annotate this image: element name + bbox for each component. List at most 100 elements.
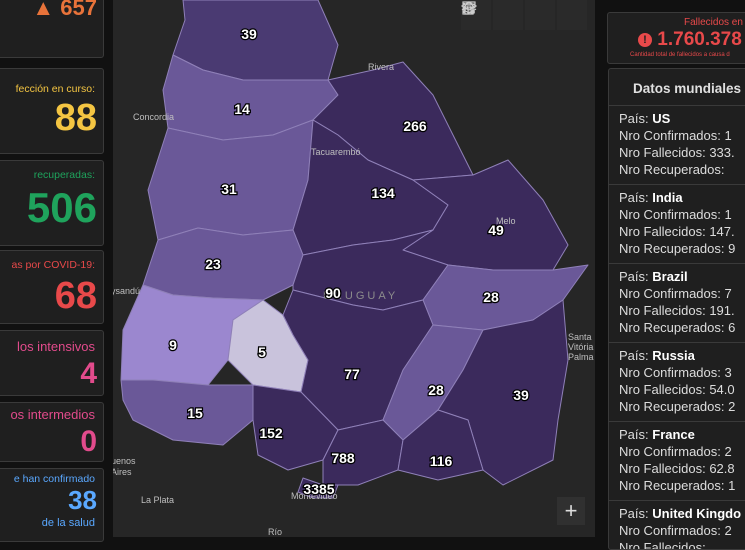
dept-colonia[interactable]	[120, 379, 254, 446]
confirmed-row: Nro Confirmados: 1	[609, 206, 745, 223]
intensive-card: los intensivos 4	[0, 330, 104, 396]
label-aires: Aires	[113, 467, 132, 477]
deaths-row-label: Nro Fallecidos:	[619, 303, 710, 318]
label-la-plata: La Plata	[141, 495, 174, 505]
count-durazno: 90	[325, 285, 341, 301]
recovered-label: recuperadas:	[33, 169, 95, 181]
deaths-row-value: 54.0	[709, 382, 735, 397]
qr-icon[interactable]	[462, 0, 587, 30]
label-vitoria: Vitória do	[568, 342, 595, 352]
layers-icon[interactable]	[461, 0, 555, 30]
count-tacuarembo: 134	[371, 185, 395, 201]
dept-montevideo[interactable]	[297, 477, 339, 499]
country-item[interactable]: País: Russia Nro Confirmados: 3 Nro Fallec…	[609, 342, 745, 415]
deaths-row: Nro Fallecidos: 54.0	[609, 381, 745, 398]
confirmed-count: ▲ 657	[32, 0, 97, 20]
zoom-in-button[interactable]: +	[557, 497, 585, 525]
country-name-row-label: País:	[619, 190, 653, 205]
recovered-row-value: 2	[728, 399, 736, 414]
country-name-row: País: India	[609, 185, 745, 206]
country-item[interactable]: País: Brazil Nro Confirmados: 7 Nro Fallec…	[609, 263, 745, 336]
label-tacuarembo: Tacuarembó	[311, 147, 361, 157]
recovered-row-value: 6	[728, 320, 736, 335]
deaths-row: Nro Fallecidos: 147.	[609, 223, 745, 240]
intensive-label: los intensivos	[16, 339, 95, 354]
count-paysandu: 31	[221, 181, 237, 197]
confirmed-row: Nro Confirmados: 2	[609, 522, 745, 539]
deaths-row-value: 333.	[709, 145, 735, 160]
label-rio: Río	[268, 527, 282, 537]
confirmed-row-value: 7	[724, 286, 732, 301]
deaths-row: Nro Fallecidos: 333.	[609, 144, 745, 161]
deaths-row: Nro Fallecidos: 191.	[609, 302, 745, 319]
country-name-row-label: País:	[619, 427, 653, 442]
deaths-row-value: 62.8	[709, 461, 735, 476]
country-item[interactable]: País: France Nro Confirmados: 2 Nro Fallec…	[609, 421, 745, 494]
health-label-2: de la salud	[41, 517, 95, 529]
dept-san-jose[interactable]	[252, 384, 339, 471]
count-cerro-largo: 49	[488, 222, 504, 238]
country-name-row: País: US	[609, 106, 745, 127]
country-name-row: País: Russia	[609, 343, 745, 364]
recovered-row-label: Nro Recuperados:	[619, 320, 729, 335]
map-toolbar	[461, 0, 587, 30]
dept-rio-negro[interactable]	[142, 227, 304, 301]
country-name-row-label: País:	[619, 111, 653, 126]
label-montevideo: Montevideo	[291, 491, 338, 501]
recovered-row-label: Nro Recuperados:	[619, 478, 729, 493]
confirmed-row-value: 3	[724, 365, 732, 380]
global-deaths-caption: Cantidad total de fallecidos a causa d	[630, 52, 730, 58]
deaths-row-label: Nro Fallecidos:	[619, 540, 706, 550]
deaths-row-value: 191.	[709, 303, 735, 318]
country-name-row-value: Brazil	[652, 269, 688, 284]
country-item[interactable]: País: US Nro Confirmados: 1 Nro Fallecidos…	[609, 105, 745, 178]
world-data-panel[interactable]: Datos mundiales País: US Nro Confirmados:…	[608, 68, 745, 550]
country-item[interactable]: País: United Kingdo Nro Confirmados: 2 Nro…	[609, 500, 745, 550]
uruguay-map[interactable]: Rivera Concordia Tacuarembó Melo ysandú …	[113, 0, 595, 537]
count-rocha: 39	[513, 387, 529, 403]
country-name-row: País: France	[609, 422, 745, 443]
label-buenos-aires: uenos Aires	[113, 456, 138, 477]
list-icon[interactable]	[463, 0, 523, 30]
deaths-row-label: Nro Fallecidos:	[619, 461, 710, 476]
label-concordia: Concordia	[133, 112, 174, 122]
recovered-value: 506	[26, 184, 97, 231]
map-view[interactable]: Rivera Concordia Tacuarembó Melo ysandú …	[113, 0, 595, 537]
confirmed-row-value: 1	[724, 128, 732, 143]
dept-maldonado[interactable]	[397, 409, 484, 481]
country-name-row: País: Brazil	[609, 264, 745, 285]
recovered-row: Nro Recuperados: 1	[609, 477, 745, 494]
map-divider-right	[595, 0, 607, 537]
country-item[interactable]: País: India Nro Confirmados: 1 Nro Falleci…	[609, 184, 745, 257]
country-name-row-value: Russia	[652, 348, 695, 363]
confirmed-row-value: 2	[724, 444, 732, 459]
deaths-row-label: Nro Fallecidos:	[619, 382, 710, 397]
country-name-row: País: United Kingdo	[609, 501, 745, 522]
infection-value: 88	[54, 97, 97, 139]
count-soriano: 9	[169, 337, 177, 353]
intermediate-value: 0	[80, 425, 97, 458]
dept-rocha[interactable]	[437, 299, 569, 486]
count-florida: 77	[344, 366, 360, 382]
confirmed-row-label: Nro Confirmados:	[619, 444, 725, 459]
count-lavalleja: 28	[428, 382, 444, 398]
recovered-row-label: Nro Recuperados:	[619, 162, 725, 177]
count-rivera: 266	[403, 118, 427, 134]
label-melo: Melo	[496, 216, 516, 226]
count-salto: 14	[234, 101, 250, 117]
country-name-row-value: France	[652, 427, 695, 442]
health-card: e han confirmado 38 de la salud	[0, 468, 104, 542]
recovered-card: recuperadas: 506	[0, 160, 104, 246]
global-deaths-number: 1.760.378	[657, 29, 742, 50]
intermediate-card: os intermedios 0	[0, 402, 104, 462]
recovered-row-label: Nro Recuperados:	[619, 241, 729, 256]
label-paysandu: ysandú	[113, 286, 140, 296]
dept-canelones[interactable]	[322, 419, 404, 486]
intermediate-label: os intermedios	[10, 407, 95, 422]
deaths-row-label: Nro Fallecidos:	[619, 224, 710, 239]
country-name-row-value: United Kingdo	[652, 506, 742, 521]
count-montevideo: 3385	[303, 481, 334, 497]
recovered-row-value: 1	[728, 478, 736, 493]
confirmed-row: Nro Confirmados: 3	[609, 364, 745, 381]
recovered-row-value: 9	[728, 241, 736, 256]
